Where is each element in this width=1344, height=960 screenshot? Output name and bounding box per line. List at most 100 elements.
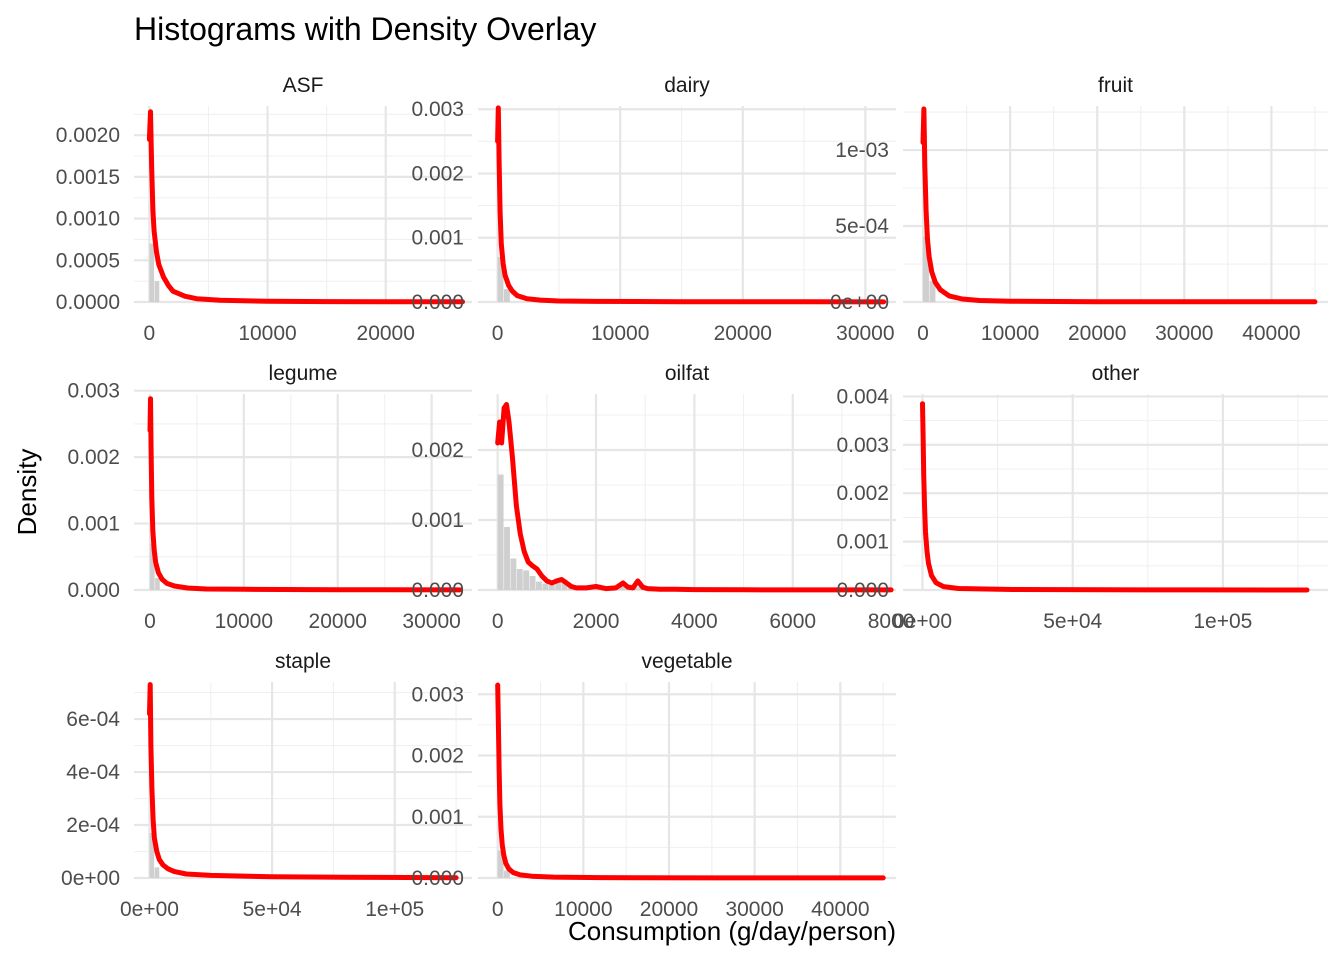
y-tick-label: 0.0000 [56,291,120,314]
y-tick-label: 0.001 [411,227,464,250]
x-tick-label: 20000 [357,322,415,345]
x-tick-label: 10000 [591,322,649,345]
panel-asf: ASF 0 10000 20000 0.0000 0.0005 0.0010 0.0015 0.… [56,74,472,345]
y-tick-label: 0.0020 [56,124,120,147]
facet-label: oilfat [665,362,710,385]
x-tick-label: 0 [492,610,504,633]
x-tick-label: 5e+04 [243,898,302,921]
panel-vegetable: vegetable 0 10000 20000 30000 40000 0.000 0.001… [411,650,896,921]
y-tick-label: 0.002 [836,482,889,505]
histogram-bar [503,289,510,302]
x-tick-label: 20000 [309,610,367,633]
y-tick-label: 2e-04 [66,814,120,837]
x-tick-label: 1e+05 [1193,610,1252,633]
density-curve-dairy [495,105,887,305]
density-curve-other [920,401,1310,593]
y-tick-label: 0e+00 [61,867,120,890]
histogram-bar [929,280,936,302]
x-tick-label: 20000 [714,322,772,345]
y-tick-label: 6e-04 [66,708,120,731]
y-axis-label: Density [12,449,42,536]
histogram-bar [529,576,536,590]
histogram-bar [923,236,929,302]
facet-label: staple [275,650,331,673]
panel-fruit: fruit 0 10000 20000 30000 40000 0e+00 5e-04 1e-0… [830,74,1328,345]
y-tick-label: 0.004 [836,385,889,408]
density-curve-oilfat [495,402,894,593]
histogram-bar [497,850,504,878]
x-tick-label: 10000 [215,610,273,633]
facet-label: legume [269,362,338,385]
x-tick-label: 10000 [981,322,1039,345]
panel-other: other 0e+00 5e+04 1e+05 0.000 0.001 0.002 0.003… [836,362,1328,633]
panel-dairy: dairy 0 10000 20000 30000 0.000 0.001 0.002 0.00… [411,74,896,345]
histogram-bar [504,527,510,590]
y-tick-label: 0.000 [67,579,120,602]
y-tick-label: 4e-04 [66,761,120,784]
x-tick-label: 10000 [238,322,296,345]
y-tick-label: 0.001 [411,509,464,532]
histogram-bar [149,832,155,878]
chart-title: Histograms with Density Overlay [134,11,596,47]
y-tick-label: 0.0005 [56,249,120,272]
histogram-bar [561,579,568,590]
panel-oilfat: oilfat 0 2000 4000 6000 8000 0.000 0.001 0.002 [411,362,914,633]
histogram-bar [523,570,530,590]
histogram-bar [497,474,504,590]
x-tick-label: 30000 [402,610,460,633]
histogram-bar [548,585,555,590]
x-tick-label: 6000 [769,610,816,633]
y-tick-label: 0.000 [411,579,464,602]
histogram-bar [149,543,155,590]
histogram-bar [536,581,542,590]
x-tick-label: 1e+05 [365,898,424,921]
y-tick-label: 0.002 [411,439,464,462]
x-tick-label: 30000 [836,322,894,345]
x-tick-label: 8000 [868,610,915,633]
y-tick-label: 0.000 [411,291,464,314]
histogram-bar [149,243,155,302]
density-curve-vegetable [495,682,886,881]
x-tick-label: 0 [144,322,156,345]
density-curve-fruit [920,106,1318,305]
histogram-bar [154,281,160,302]
y-tick-label: 0.000 [836,579,889,602]
y-tick-label: 0.002 [411,162,464,185]
y-tick-label: 0.0010 [56,208,120,231]
x-tick-label: 20000 [1068,322,1126,345]
x-tick-label: 0e+00 [893,610,952,633]
y-tick-label: 0.002 [67,446,120,469]
facet-label: fruit [1098,74,1133,97]
x-tick-label: 5e+04 [1043,610,1102,633]
density-curve-legume [147,396,463,593]
y-tick-label: 0.001 [836,531,889,554]
y-tick-label: 0e+00 [830,291,889,314]
histogram-bar [510,558,517,590]
y-tick-label: 5e-04 [835,215,889,238]
histogram-bar [516,569,523,590]
x-tick-label: 2000 [573,610,620,633]
density-curve-staple [147,682,459,881]
histogram-bar [619,586,626,590]
facet-label: vegetable [641,650,732,673]
x-tick-label: 40000 [811,898,869,921]
y-tick-label: 0.003 [836,434,889,457]
y-tick-label: 0.003 [411,98,464,121]
x-tick-label: 4000 [671,610,718,633]
facet-label: other [1092,362,1140,385]
x-tick-label: 0 [144,610,156,633]
y-tick-label: 0.001 [67,513,120,536]
y-tick-label: 0.002 [411,745,464,768]
histogram-bar [504,870,510,878]
y-tick-label: 0.003 [411,683,464,706]
y-tick-label: 1e-03 [835,139,889,162]
histogram-bar [154,867,160,878]
histogram-bar [497,257,504,302]
y-tick-label: 0.003 [67,380,120,403]
x-axis-label: Consumption (g/day/person) [568,916,896,946]
x-tick-label: 30000 [1155,322,1213,345]
x-tick-label: 0e+00 [120,898,179,921]
x-tick-label: 20000 [640,898,698,921]
panel-legume: legume 0 10000 20000 30000 0.000 0.001 0.002 0.0… [67,362,472,633]
